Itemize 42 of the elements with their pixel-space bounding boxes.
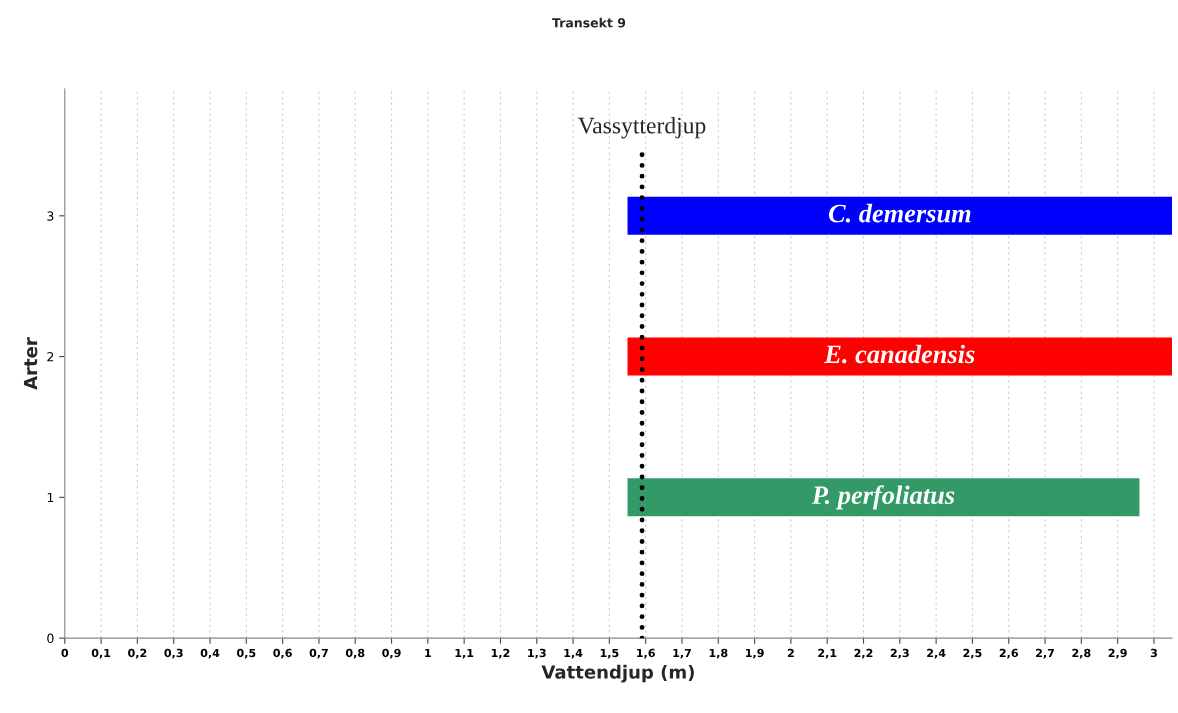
x-tick-label: 2,6 — [999, 648, 1018, 659]
x-tick-label: 2,8 — [1072, 648, 1091, 659]
x-tick-label: 0,4 — [200, 648, 220, 659]
y-tick-label: 2 — [47, 352, 54, 362]
x-tick-label: 0,3 — [164, 648, 183, 659]
series-label: P. perfoliatus — [811, 485, 955, 510]
x-tick-label: 1,3 — [528, 648, 546, 659]
x-tick-label: 2 — [787, 648, 794, 657]
x-tick-label: 1,8 — [709, 648, 728, 659]
x-axis-title: Vattendjup (m) — [541, 664, 694, 683]
x-tick-label: 2,5 — [963, 648, 982, 659]
x-tick-label: 1,2 — [491, 648, 510, 659]
x-tick-label: 2,9 — [1108, 648, 1127, 659]
x-tick-label: 2,4 — [927, 648, 946, 659]
ref-line-label: Vassytterdjup — [578, 116, 706, 139]
x-tick-label: 1,9 — [746, 648, 764, 659]
series-label: C. demersum — [828, 203, 971, 223]
x-tick-label: 1,6 — [637, 648, 655, 659]
y-tick-label: 1 — [47, 493, 54, 503]
series-label: E. canadensis — [824, 344, 975, 364]
x-tick-label: 1,4 — [564, 648, 583, 659]
x-tick-label: 0 — [61, 648, 69, 658]
y-tick-label: 0 — [47, 633, 54, 644]
x-tick-label: 0,6 — [273, 648, 292, 659]
x-tick-label: 0,9 — [382, 648, 401, 659]
x-tick-label: 1 — [425, 648, 431, 657]
x-tick-label: 2,2 — [854, 648, 873, 659]
x-tick-label: 2,7 — [1036, 648, 1054, 659]
chart-title: Transekt 9 — [552, 17, 626, 28]
x-tick-label: 0,2 — [128, 648, 147, 659]
x-tick-label: 2,3 — [890, 648, 909, 659]
x-tick-label: 0,8 — [345, 648, 365, 659]
y-axis-title: Arter — [23, 337, 38, 390]
x-tick-label: 0,7 — [309, 648, 328, 659]
x-tick-label: 1,5 — [600, 648, 619, 659]
x-tick-label: 1,1 — [455, 648, 474, 659]
x-tick-label: 2,1 — [818, 648, 837, 659]
x-tick-label: 1,7 — [673, 648, 691, 659]
y-tick-label: 3 — [47, 211, 54, 221]
x-tick-label: 0,5 — [237, 648, 256, 659]
x-tick-label: 3 — [1150, 648, 1157, 658]
x-tick-label: 0,1 — [91, 648, 111, 659]
